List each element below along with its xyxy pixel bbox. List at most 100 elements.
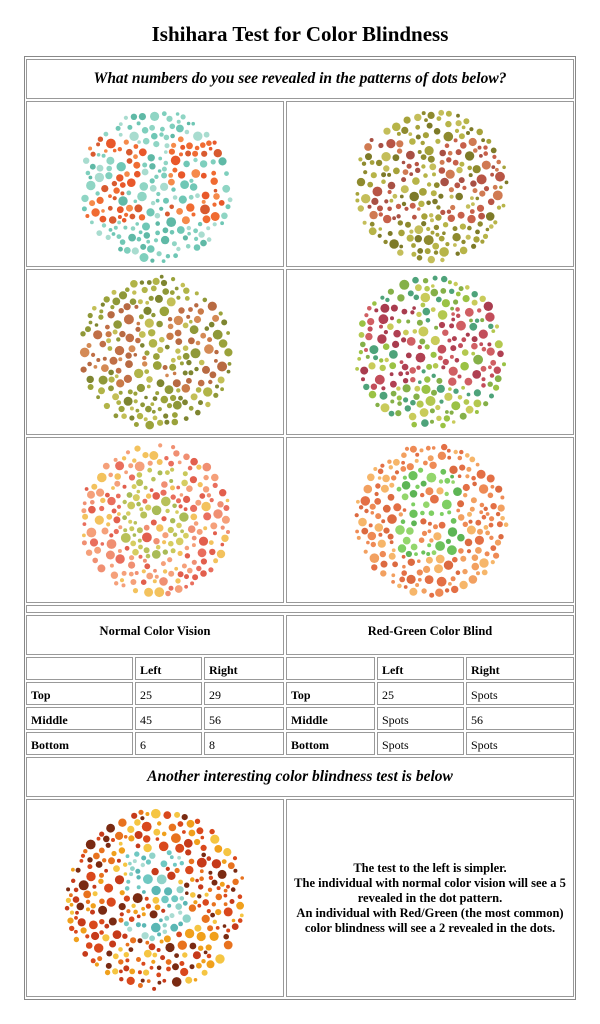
plate-dot [355,367,359,371]
plate-dot [407,290,414,297]
plate-dot [450,518,457,524]
plate-dot [133,909,138,915]
plate-dot [188,194,194,200]
dot-pattern [354,443,509,598]
plate-dot [233,868,238,873]
plate-dot [132,588,139,594]
plate-dot [367,531,377,541]
plate-dot [429,461,437,469]
plate-dot [490,172,494,177]
plate-dot [457,395,463,400]
plate-dot [232,856,238,861]
plate-dot [123,314,134,325]
plate-dot [157,407,162,412]
plate-dot [99,505,105,512]
plate-dot [170,485,175,491]
plate-dot [213,509,223,519]
plate-dot [453,487,462,496]
plate-dot [105,331,112,338]
plate-dot [396,131,401,136]
plate-dot [104,868,108,873]
plate-dot [225,498,230,503]
plate-dot [490,484,495,489]
plate-dot [462,185,467,190]
plate-dot [178,879,184,885]
plate-dot [108,194,112,198]
plate-dot [183,838,193,848]
plate-dot [159,132,164,137]
plate-dot [99,309,104,314]
plate-dot [371,564,378,571]
plate-dot [150,519,157,526]
plate-dot [481,160,491,170]
plate-dot [146,239,151,244]
plate-dot [83,157,90,164]
plate-dot [141,912,146,917]
plate-dot [475,547,482,554]
plate-dot [420,518,427,525]
plate-dot [435,554,445,564]
plate-dot [216,549,226,559]
plate-dot [145,812,150,816]
plate-dot [194,303,199,308]
plate-dot [174,867,180,874]
plate-dot [368,523,373,528]
plate-dot [165,254,171,259]
plate-dot [135,222,139,226]
plate-dot [153,353,160,360]
plate-dot [453,449,458,455]
plate-dot [121,570,127,576]
plate-dot [177,855,182,860]
plate-dot [406,150,415,160]
plate-dot [430,218,434,223]
plate-dot [118,947,123,952]
plate-dot [168,585,174,591]
plate-dot [98,387,105,395]
plate-dot [179,861,184,866]
plate-dot [453,243,457,247]
plate-dot [169,230,175,235]
plate-dot [456,113,460,118]
plate-dot [104,883,114,893]
plate-dot [226,928,231,933]
plate-dot [151,867,159,876]
plate-dot [109,940,117,948]
plate-dot [480,239,485,244]
plate-dot [137,538,142,543]
plate-dot [401,177,407,183]
plate-dot [471,291,478,298]
plate-dot [221,534,229,542]
plate-dot [388,465,393,470]
plate-dot [171,142,177,148]
plate-dot [91,931,100,941]
plate-dot [85,899,91,904]
plate-dot [116,234,122,240]
plate-dot [419,408,429,417]
plate-dot [410,377,416,383]
plate-dot [473,148,478,153]
plate-dot [401,554,406,559]
plate-dot [437,451,447,460]
plate-dot [179,512,189,522]
plate-dot [392,216,396,221]
plate-dot [118,122,123,126]
plate-dot [375,402,380,408]
plate-dot [448,366,458,376]
plate-dot [483,186,490,192]
plate-dot [202,215,211,224]
plate-dot [154,574,159,579]
plate-dot [363,383,370,391]
plate-dot [147,154,155,162]
plate-dot [116,174,124,182]
plate-dot [445,110,452,117]
plate-dot [470,180,477,187]
plate-dot [118,357,123,362]
plate-dot [102,462,110,470]
plate-dot [121,456,127,461]
plate-dot [412,177,420,185]
plate-dot [128,345,136,353]
plate-dot [397,544,407,553]
plate-dot [208,146,213,151]
explanation-line: The test to the left is simpler. [353,860,507,875]
plate-dot [420,480,427,487]
